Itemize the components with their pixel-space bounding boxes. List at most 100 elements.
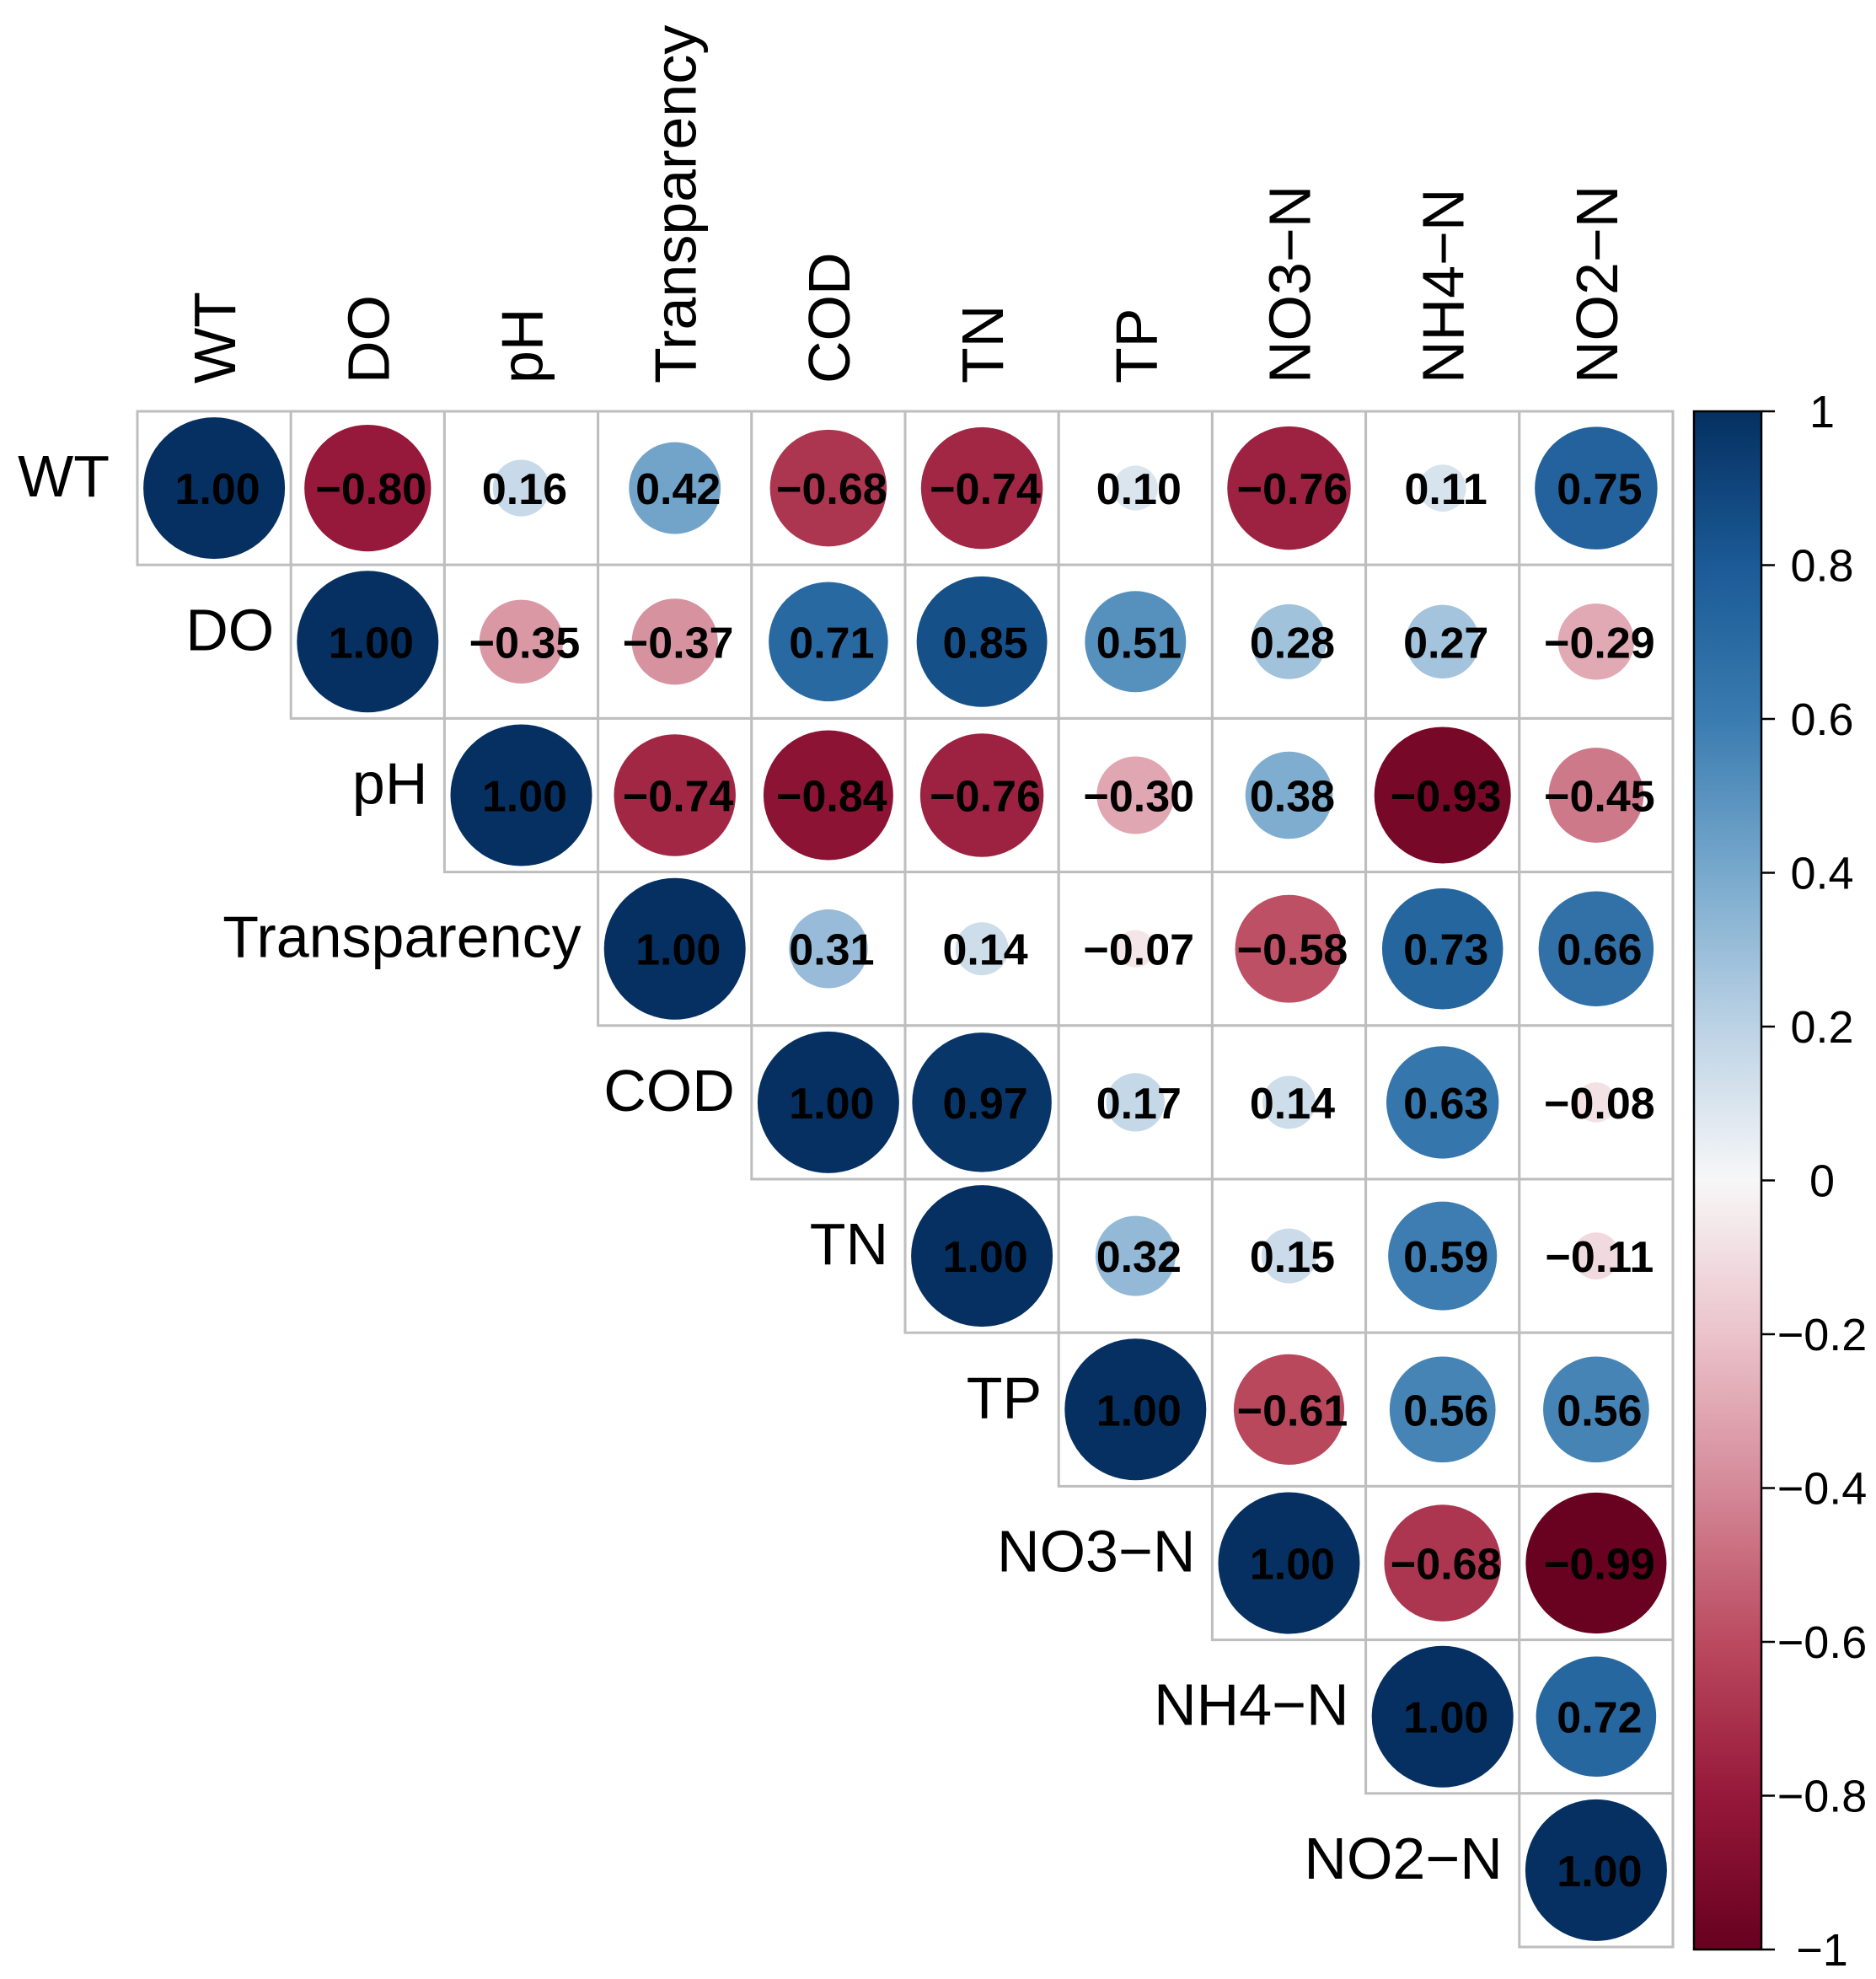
value-label-no3-n-no2-n: −0.99 bbox=[1544, 1541, 1655, 1590]
circle-transparency-no3-n bbox=[1235, 894, 1343, 1003]
circle-ph-tn bbox=[919, 733, 1044, 857]
value-label-cod-cod: 1.00 bbox=[789, 1080, 874, 1129]
circle-ph-tp bbox=[1096, 756, 1175, 834]
column-label-do: DO bbox=[335, 295, 401, 383]
value-label-do-tp: 0.51 bbox=[1096, 619, 1182, 668]
circle-wt-wt bbox=[143, 417, 286, 560]
circle-wt-tp bbox=[1112, 465, 1158, 511]
circle-ph-no2-n bbox=[1548, 748, 1644, 843]
circle-transparency-tn bbox=[955, 922, 1009, 976]
column-label-tn: TN bbox=[950, 305, 1016, 383]
value-label-cod-tp: 0.17 bbox=[1096, 1080, 1182, 1129]
value-label-tn-tn: 1.00 bbox=[942, 1233, 1027, 1282]
circle-transparency-transparency bbox=[603, 877, 746, 1020]
value-label-do-do: 1.00 bbox=[329, 619, 414, 668]
circle-tn-no2-n bbox=[1573, 1232, 1620, 1279]
circle-ph-no3-n bbox=[1245, 751, 1333, 839]
value-label-no3-n-nh4-n: −0.68 bbox=[1391, 1541, 1502, 1590]
value-label-wt-tp: 0.10 bbox=[1096, 465, 1182, 514]
value-label-do-tn: 0.85 bbox=[942, 619, 1027, 668]
column-label-cod: COD bbox=[796, 252, 862, 383]
colorbar-tick-label: 0.6 bbox=[1790, 695, 1853, 745]
value-label-ph-cod: −0.84 bbox=[776, 773, 887, 822]
circle-tp-tp bbox=[1064, 1338, 1207, 1481]
circle-wt-transparency bbox=[629, 442, 721, 534]
circle-tp-no3-n bbox=[1233, 1354, 1345, 1465]
row-label-cod: COD bbox=[603, 1058, 735, 1124]
circle-do-ph bbox=[479, 599, 564, 684]
value-label-ph-tn: −0.76 bbox=[930, 773, 1041, 822]
circle-do-transparency bbox=[631, 598, 718, 685]
value-label-do-nh4-n: 0.27 bbox=[1403, 619, 1488, 668]
value-label-wt-cod: −0.68 bbox=[776, 465, 887, 514]
circle-wt-nh4-n bbox=[1418, 464, 1466, 512]
circle-wt-no2-n bbox=[1535, 426, 1658, 550]
value-label-tn-no2-n: −0.11 bbox=[1546, 1233, 1654, 1282]
row-label-no2-n: NO2−N bbox=[1304, 1826, 1502, 1891]
circle-cod-cod bbox=[757, 1031, 899, 1173]
circle-tn-nh4-n bbox=[1388, 1201, 1498, 1311]
value-label-wt-no2-n: 0.75 bbox=[1557, 465, 1642, 514]
circle-cod-tp bbox=[1106, 1073, 1165, 1132]
colorbar-tick-label: 1 bbox=[1809, 387, 1835, 437]
circle-no3-n-no3-n bbox=[1218, 1492, 1360, 1634]
value-label-ph-nh4-n: −0.93 bbox=[1391, 773, 1502, 822]
circle-cod-no2-n bbox=[1576, 1082, 1616, 1123]
value-label-wt-ph: 0.16 bbox=[482, 465, 567, 514]
circle-wt-ph bbox=[492, 459, 550, 517]
colorbar-tick-label: 0.4 bbox=[1790, 849, 1853, 899]
colorbar-tick-label: 0 bbox=[1809, 1156, 1835, 1207]
row-label-tp: TP bbox=[967, 1365, 1042, 1430]
value-label-tn-nh4-n: 0.59 bbox=[1403, 1233, 1488, 1282]
value-label-cod-no2-n: −0.08 bbox=[1544, 1080, 1655, 1129]
colorbar-tick-label: −0.4 bbox=[1777, 1464, 1868, 1515]
circle-do-tp bbox=[1085, 591, 1187, 693]
column-label-no2-n: NO2−N bbox=[1564, 185, 1630, 383]
circle-cod-no3-n bbox=[1262, 1075, 1316, 1129]
value-label-wt-transparency: 0.42 bbox=[635, 465, 721, 514]
column-labels: WT DO pH Transparency COD TN TP NO3−N NH4−N NO2−N bbox=[182, 25, 1630, 383]
circle-wt-do bbox=[304, 424, 431, 552]
row-label-do: DO bbox=[185, 597, 274, 662]
circle-tn-tp bbox=[1095, 1215, 1176, 1296]
colorbar-tick-label: 0.8 bbox=[1790, 541, 1853, 592]
circle-tp-nh4-n bbox=[1389, 1356, 1496, 1463]
value-label-wt-nh4-n: 0.11 bbox=[1405, 465, 1487, 514]
value-label-transparency-transparency: 1.00 bbox=[635, 926, 721, 975]
column-label-no3-n: NO3−N bbox=[1257, 185, 1323, 383]
value-label-cod-tn: 0.97 bbox=[942, 1080, 1027, 1129]
row-label-nh4-n: NH4−N bbox=[1154, 1672, 1348, 1738]
row-label-transparency: Transparency bbox=[222, 904, 581, 970]
circle-cod-tn bbox=[912, 1032, 1052, 1172]
colorbar: 1 0.8 0.6 0.4 0.2 0 −0.2 −0.4 −0.6 −0.8 −1 bbox=[1692, 387, 1868, 1976]
value-label-transparency-tp: −0.07 bbox=[1084, 926, 1195, 975]
value-label-wt-tn: −0.74 bbox=[930, 465, 1041, 514]
value-label-wt-no3-n: −0.76 bbox=[1237, 465, 1348, 514]
colorbar-tick-label: 0.2 bbox=[1790, 1002, 1853, 1053]
value-label-do-transparency: −0.37 bbox=[623, 619, 734, 668]
circle-tp-no2-n bbox=[1543, 1356, 1649, 1463]
value-label-tn-no3-n: 0.15 bbox=[1250, 1233, 1335, 1282]
value-label-no3-n-no3-n: 1.00 bbox=[1250, 1541, 1335, 1590]
value-label-nh4-n-no2-n: 0.72 bbox=[1557, 1694, 1642, 1743]
row-labels: WT DO pH Transparency COD TN TP NO3−N NH4−N NO2−N bbox=[18, 443, 1503, 1891]
correlation-circles bbox=[143, 417, 1667, 1941]
value-label-do-cod: 0.71 bbox=[789, 619, 874, 668]
value-label-cod-no3-n: 0.14 bbox=[1250, 1080, 1335, 1129]
value-label-transparency-no2-n: 0.66 bbox=[1557, 926, 1642, 975]
circle-do-tn bbox=[916, 576, 1048, 707]
circle-wt-cod bbox=[769, 429, 887, 547]
circle-ph-cod bbox=[763, 730, 893, 861]
column-label-nh4-n: NH4−N bbox=[1411, 189, 1477, 383]
value-label-tp-no2-n: 0.56 bbox=[1557, 1386, 1642, 1435]
column-label-ph: pH bbox=[490, 308, 555, 383]
circle-wt-tn bbox=[920, 426, 1043, 550]
value-label-tp-nh4-n: 0.56 bbox=[1403, 1386, 1488, 1435]
value-label-transparency-nh4-n: 0.73 bbox=[1403, 926, 1488, 975]
value-label-wt-wt: 1.00 bbox=[174, 465, 260, 514]
value-label-wt-do: −0.80 bbox=[316, 465, 427, 514]
value-label-ph-no3-n: 0.38 bbox=[1250, 773, 1335, 822]
circle-transparency-tp bbox=[1117, 930, 1155, 968]
circle-nh4-n-no2-n bbox=[1536, 1656, 1657, 1777]
circle-do-do bbox=[297, 571, 439, 713]
